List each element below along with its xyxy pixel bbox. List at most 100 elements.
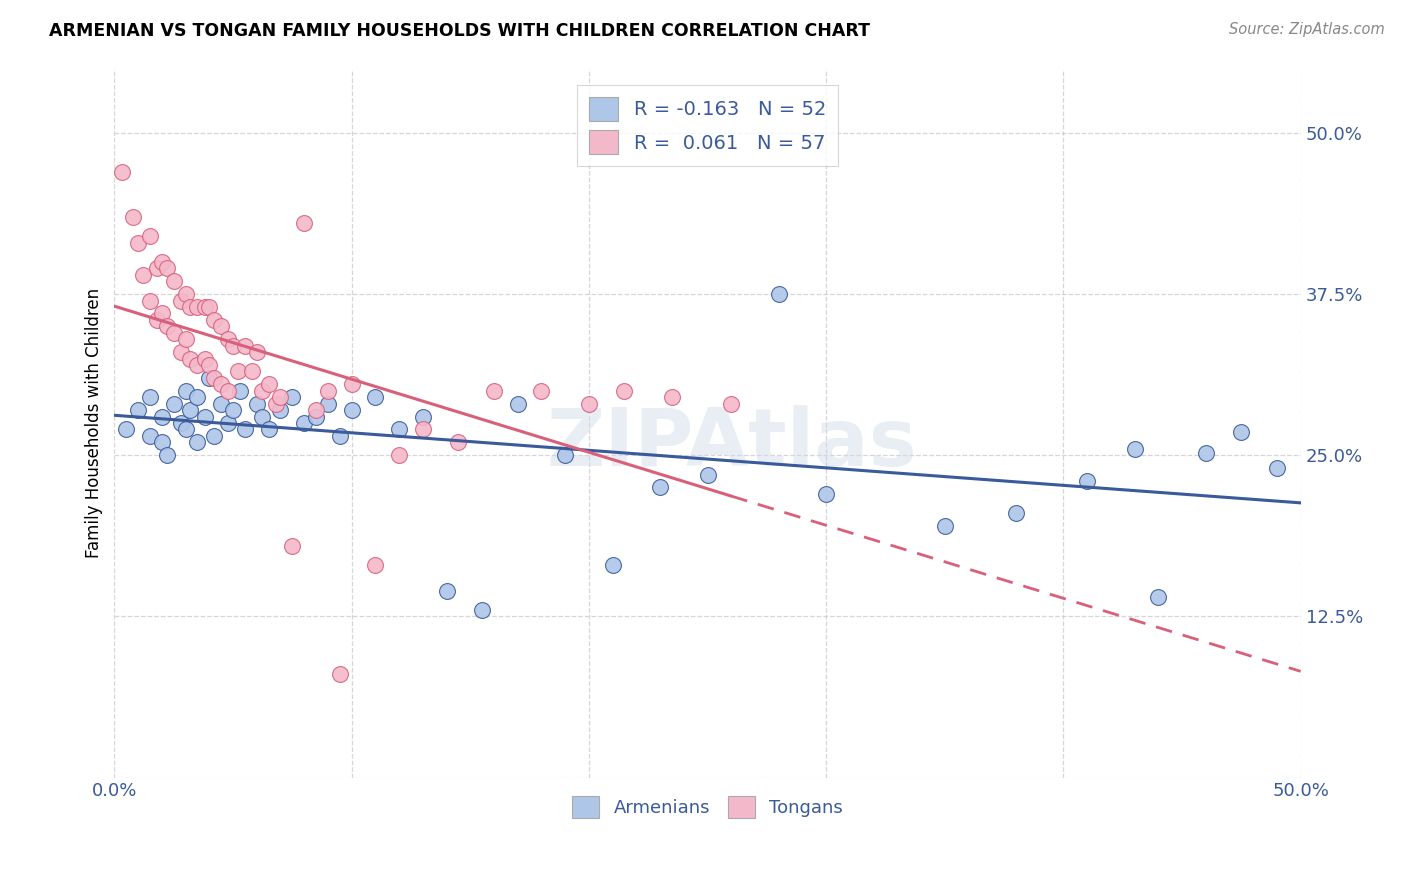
Point [1265, 461, 1288, 475]
Point [170, 345, 193, 359]
Point [217, 384, 239, 398]
Point [661, 390, 683, 404]
Point [139, 429, 162, 443]
Point [246, 345, 269, 359]
Point [281, 390, 304, 404]
Text: ARMENIAN VS TONGAN FAMILY HOUSEHOLDS WITH CHILDREN CORRELATION CHART: ARMENIAN VS TONGAN FAMILY HOUSEHOLDS WIT… [49, 22, 870, 40]
Point [209, 397, 232, 411]
Point [122, 210, 145, 224]
Point [139, 390, 162, 404]
Point [127, 403, 149, 417]
Point [139, 229, 162, 244]
Point [412, 422, 434, 436]
Point [186, 390, 208, 404]
Point [193, 300, 215, 314]
Text: Source: ZipAtlas.com: Source: ZipAtlas.com [1229, 22, 1385, 37]
Point [1005, 506, 1028, 520]
Point [226, 364, 249, 378]
Point [1076, 474, 1098, 488]
Point [222, 339, 245, 353]
Point [150, 409, 173, 424]
Point [1195, 446, 1218, 460]
Point [202, 429, 225, 443]
Point [250, 409, 273, 424]
Point [1147, 590, 1170, 604]
Point [209, 319, 232, 334]
Point [329, 429, 352, 443]
Point [257, 377, 280, 392]
Point [179, 403, 201, 417]
Point [179, 300, 201, 314]
Point [179, 351, 201, 366]
Point [696, 467, 718, 482]
Point [815, 487, 838, 501]
Point [115, 422, 138, 436]
Point [150, 255, 173, 269]
Y-axis label: Family Households with Children: Family Households with Children [86, 288, 103, 558]
Point [578, 397, 600, 411]
Point [720, 397, 742, 411]
Point [1230, 425, 1253, 439]
Point [202, 371, 225, 385]
Point [305, 403, 328, 417]
Point [471, 603, 494, 617]
Point [602, 558, 624, 572]
Point [132, 268, 155, 282]
Point [316, 384, 339, 398]
Point [329, 667, 352, 681]
Point [388, 448, 411, 462]
Point [269, 390, 291, 404]
Point [281, 539, 304, 553]
Point [217, 332, 239, 346]
Point [934, 519, 956, 533]
Point [613, 384, 636, 398]
Point [482, 384, 505, 398]
Point [233, 339, 256, 353]
Point [246, 397, 269, 411]
Point [209, 377, 232, 392]
Point [193, 351, 215, 366]
Point [269, 403, 291, 417]
Point [1123, 442, 1146, 456]
Point [174, 384, 197, 398]
Point [155, 319, 177, 334]
Point [292, 416, 315, 430]
Point [264, 397, 287, 411]
Text: ZIPAtlas: ZIPAtlas [546, 405, 917, 483]
Point [340, 377, 363, 392]
Point [198, 371, 221, 385]
Point [163, 326, 186, 340]
Point [305, 409, 328, 424]
Point [150, 435, 173, 450]
Legend: Armenians, Tongans: Armenians, Tongans [565, 789, 851, 825]
Point [364, 558, 387, 572]
Point [436, 583, 458, 598]
Point [388, 422, 411, 436]
Point [240, 364, 263, 378]
Point [340, 403, 363, 417]
Point [217, 416, 239, 430]
Point [233, 422, 256, 436]
Point [506, 397, 529, 411]
Point [163, 274, 186, 288]
Point [139, 293, 162, 308]
Point [554, 448, 576, 462]
Point [174, 422, 197, 436]
Point [163, 397, 186, 411]
Point [150, 306, 173, 320]
Point [364, 390, 387, 404]
Point [110, 164, 132, 178]
Point [229, 384, 252, 398]
Point [170, 416, 193, 430]
Point [222, 403, 245, 417]
Point [198, 358, 221, 372]
Point [127, 235, 149, 250]
Point [316, 397, 339, 411]
Point [146, 261, 169, 276]
Point [648, 481, 671, 495]
Point [198, 300, 221, 314]
Point [202, 313, 225, 327]
Point [193, 409, 215, 424]
Point [186, 300, 208, 314]
Point [250, 384, 273, 398]
